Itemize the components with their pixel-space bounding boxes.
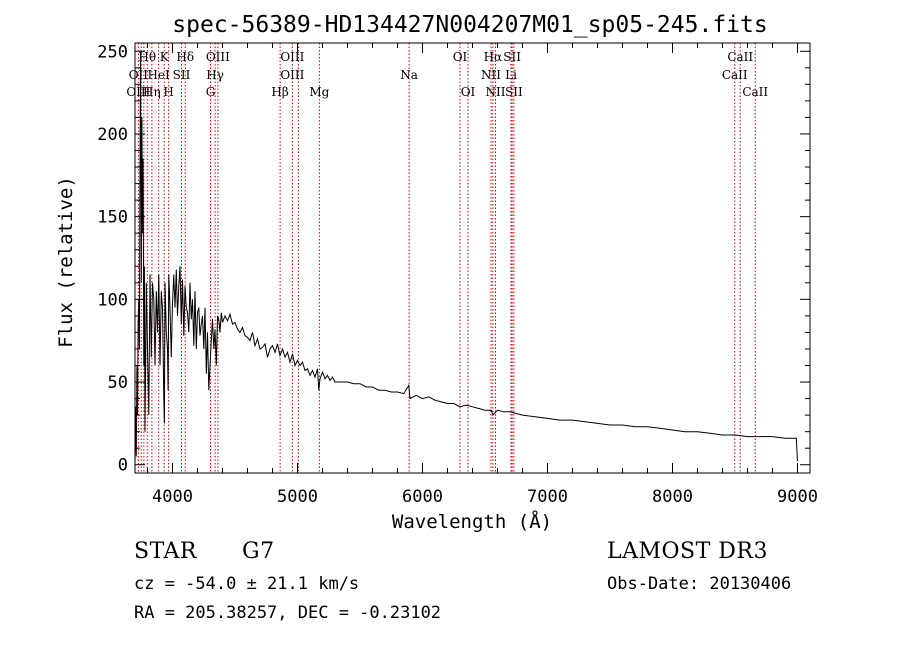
spectral-line-label: H xyxy=(163,85,173,99)
spectral-line-label: Hη xyxy=(143,85,161,99)
spectral-line-label: OII xyxy=(129,68,149,82)
coordinates: RA = 205.38257, DEC = -0.23102 xyxy=(134,603,442,623)
y-axis-label: Flux (relative) xyxy=(55,176,77,348)
x-tick-label: 7000 xyxy=(527,487,568,507)
object-class: STAR xyxy=(134,539,197,564)
spectral-line-label: CaII xyxy=(722,68,748,82)
spectral-line-label: Mg xyxy=(309,85,329,99)
spectral-line-label: OI xyxy=(461,85,476,99)
spectral-line-label: Hα xyxy=(484,50,503,64)
observation-date: Obs-Date: 20130406 xyxy=(607,574,792,594)
spectral-line-label: NII xyxy=(486,85,506,99)
spectral-line-label: K xyxy=(160,50,170,64)
spectral-line-label: NII xyxy=(481,68,501,82)
y-tick-label: 200 xyxy=(97,125,128,145)
spectral-line-label: CaII xyxy=(727,50,753,64)
spectral-line-label: Hγ xyxy=(206,68,224,82)
spectral-line-label: Hθ xyxy=(138,50,156,64)
y-tick-label: 100 xyxy=(97,290,128,310)
spectral-line-label: Li xyxy=(505,68,517,82)
spectral-line-label: G xyxy=(206,85,216,99)
spectral-line-label: OIII xyxy=(126,85,150,99)
object-subclass: G7 xyxy=(242,539,275,564)
survey-name: LAMOST DR3 xyxy=(607,539,768,564)
spectral-line-label: SII xyxy=(503,50,521,64)
spectral-line-label: OIII xyxy=(280,68,304,82)
y-tick-label: 150 xyxy=(97,208,128,228)
spectral-line-label: HeI xyxy=(147,68,170,82)
chart-title: spec-56389-HD134427N004207M01_sp05-245.f… xyxy=(172,12,767,38)
plot-frame xyxy=(134,42,811,474)
x-tick-label: 6000 xyxy=(402,487,443,507)
spectral-line-label: SII xyxy=(173,68,191,82)
x-tick-label: 4000 xyxy=(152,487,193,507)
y-tick-label: 0 xyxy=(118,456,128,476)
spectral-line-label: SII xyxy=(505,85,523,99)
spectral-line-label: OIII xyxy=(280,50,304,64)
spectral-line-label: Hδ xyxy=(176,50,194,64)
spectral-line-label: OI xyxy=(453,50,468,64)
redshift-velocity: cz = -54.0 ± 21.1 km/s xyxy=(134,574,360,594)
spectral-line-markers xyxy=(137,43,756,473)
x-axis-label: Wavelength (Å) xyxy=(392,510,552,533)
spectrum-line xyxy=(134,51,798,465)
spectral-line-label: Hβ xyxy=(271,85,288,99)
spectral-line-label: OIII xyxy=(206,50,230,64)
y-tick-label: 250 xyxy=(97,42,128,62)
y-tick-label: 50 xyxy=(108,373,128,393)
spectral-line-label: Na xyxy=(400,68,418,82)
x-tick-label: 9000 xyxy=(777,487,818,507)
x-tick-label: 5000 xyxy=(277,487,318,507)
axis-ticks: 4000 5000 6000 7000 8000 9000 0 50 100 150 200 250 xyxy=(97,42,818,507)
x-tick-label: 8000 xyxy=(652,487,693,507)
spectral-line-label: CaII xyxy=(742,85,768,99)
